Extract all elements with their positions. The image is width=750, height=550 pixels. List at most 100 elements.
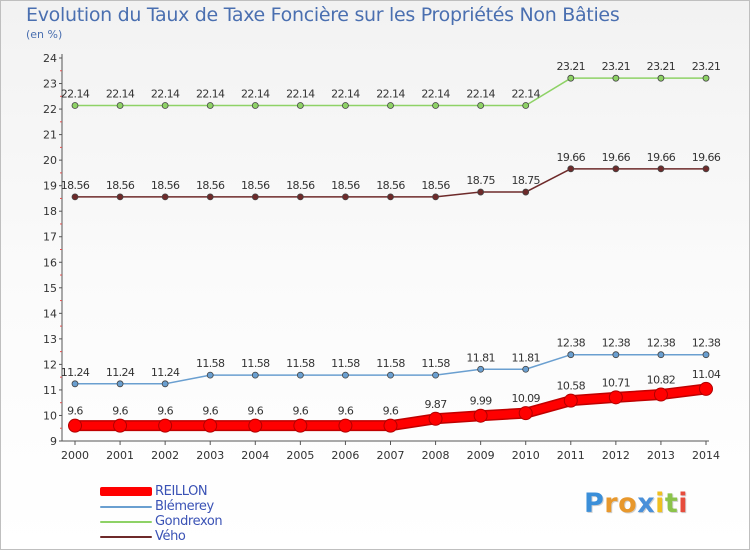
y-tick-label: 24 xyxy=(43,52,57,65)
data-point xyxy=(699,381,713,396)
y-tick-label: 14 xyxy=(43,307,57,320)
data-point xyxy=(251,371,259,379)
data-point xyxy=(432,102,439,109)
data-point xyxy=(296,193,304,201)
data-point xyxy=(387,371,394,379)
data-label: 22.14 xyxy=(106,87,135,100)
data-point xyxy=(342,371,349,379)
data-label: 11.58 xyxy=(376,357,405,370)
data-point xyxy=(116,102,124,109)
data-label: 9.6 xyxy=(157,405,173,418)
legend-label-veho: Vého xyxy=(155,529,186,544)
data-point xyxy=(113,418,128,433)
data-label: 18.56 xyxy=(196,179,225,192)
data-label: 19.66 xyxy=(692,151,721,164)
logo-letter: i xyxy=(655,488,665,519)
data-label: 18.56 xyxy=(61,179,90,192)
data-point xyxy=(71,102,79,109)
data-point xyxy=(518,406,533,421)
data-point xyxy=(702,351,710,359)
data-point xyxy=(612,74,620,82)
data-label: 10.82 xyxy=(647,374,676,387)
data-point xyxy=(116,193,124,201)
data-point xyxy=(612,165,620,173)
data-label: 10.71 xyxy=(602,376,631,389)
data-label: 23.21 xyxy=(557,60,586,73)
y-tick-label: 21 xyxy=(43,129,57,142)
logo-letter: o xyxy=(618,488,638,519)
data-point xyxy=(161,380,169,388)
data-label: 9.6 xyxy=(383,405,399,418)
data-label: 22.14 xyxy=(196,87,225,100)
data-label: 9.6 xyxy=(338,405,354,418)
x-tick-label: 2013 xyxy=(647,449,675,462)
data-point xyxy=(203,418,218,433)
y-tick-label: 13 xyxy=(43,333,57,346)
data-label: 9.6 xyxy=(67,405,83,418)
data-point xyxy=(567,165,575,173)
y-tick-label: 15 xyxy=(43,282,57,295)
logo-letter: t xyxy=(664,488,679,519)
data-point xyxy=(338,418,353,433)
data-label: 22.14 xyxy=(421,87,450,100)
legend-label-blemerey: Blémerey xyxy=(155,499,214,514)
data-label: 10.58 xyxy=(557,380,586,393)
data-label: 22.14 xyxy=(466,87,495,100)
data-label: 11.24 xyxy=(61,366,90,379)
data-point xyxy=(387,193,394,201)
data-label: 18.56 xyxy=(106,179,135,192)
data-label: 11.58 xyxy=(331,357,360,370)
data-point xyxy=(206,102,214,109)
data-label: 22.14 xyxy=(376,87,405,100)
x-tick-label: 2000 xyxy=(61,449,89,462)
data-point xyxy=(522,188,530,196)
data-point xyxy=(657,351,665,359)
data-point xyxy=(296,371,304,379)
data-point xyxy=(608,390,623,405)
data-label: 11.81 xyxy=(511,351,540,364)
data-label: 12.38 xyxy=(602,337,631,350)
data-label: 22.14 xyxy=(241,87,270,100)
data-label: 9.6 xyxy=(112,405,128,418)
data-point xyxy=(477,365,485,373)
x-tick-label: 2011 xyxy=(557,449,585,462)
x-tick-label: 2002 xyxy=(151,449,179,462)
data-label: 18.75 xyxy=(511,174,540,187)
data-point xyxy=(342,193,349,201)
data-point xyxy=(473,408,488,423)
data-point xyxy=(653,387,668,402)
y-tick-label: 19 xyxy=(43,180,57,193)
data-label: 23.21 xyxy=(647,60,676,73)
logo-letter: P xyxy=(584,488,605,519)
data-point xyxy=(567,351,575,359)
data-label: 23.21 xyxy=(692,60,721,73)
data-label: 9.87 xyxy=(425,398,448,411)
x-tick-label: 2008 xyxy=(422,449,450,462)
data-point xyxy=(657,74,665,82)
data-label: 18.56 xyxy=(331,179,360,192)
data-label: 9.99 xyxy=(470,395,493,408)
x-tick-label: 2007 xyxy=(377,449,405,462)
data-label: 22.14 xyxy=(511,87,540,100)
x-tick-label: 2014 xyxy=(692,449,720,462)
y-tick-label: 20 xyxy=(43,154,57,167)
chart-title: Evolution du Taux de Taxe Foncière sur l… xyxy=(26,4,620,26)
data-point xyxy=(567,74,575,82)
data-label: 12.38 xyxy=(557,337,586,350)
data-point xyxy=(477,102,485,109)
logo-letter: x xyxy=(637,488,656,519)
legend-swatch-gondrexon xyxy=(100,521,152,523)
data-point xyxy=(383,418,398,433)
data-point xyxy=(161,193,169,201)
data-label: 9.6 xyxy=(202,405,218,418)
data-point xyxy=(206,193,214,201)
y-tick-label: 12 xyxy=(43,358,57,371)
data-label: 19.66 xyxy=(647,151,676,164)
data-label: 11.58 xyxy=(421,357,450,370)
data-label: 18.56 xyxy=(376,179,405,192)
legend-label-gondrexon: Gondrexon xyxy=(155,514,223,529)
x-tick-label: 2012 xyxy=(602,449,630,462)
data-point xyxy=(161,102,169,109)
data-point xyxy=(293,418,308,433)
